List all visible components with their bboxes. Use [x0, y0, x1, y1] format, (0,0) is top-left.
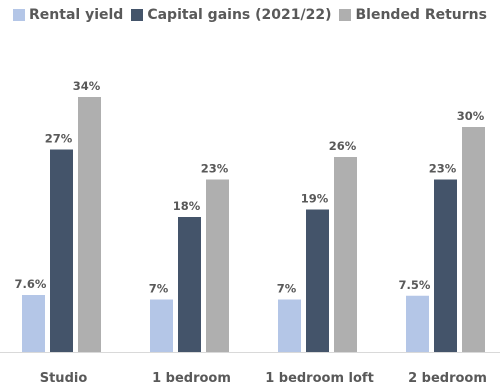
data-label-rental-yield-1-bedroom: 7% — [149, 282, 169, 296]
data-label-capital-gains-2021-22-1-bedroom: 18% — [173, 199, 201, 213]
bar-blended-returns-studio — [78, 97, 101, 352]
legend-label-capital-gains: Capital gains (2021/22) — [147, 7, 332, 23]
legend-swatch-blended-returns — [339, 9, 352, 21]
legend-swatch-rental-yield — [13, 9, 26, 21]
category-label-1-bedroom-loft: 1 bedroom loft — [265, 371, 374, 386]
data-label-rental-yield-2-bedroom: 7.5% — [399, 278, 431, 292]
chart-legend: Rental yield Capital gains (2021/22) Ble… — [0, 3, 500, 27]
bar-rental-yield-2-bedroom — [406, 295, 429, 352]
data-label-capital-gains-2021-22-2-bedroom: 23% — [429, 162, 457, 176]
bar-capital-gains-2021-22-1-bedroom-loft — [306, 209, 329, 352]
bar-blended-returns-1-bedroom — [206, 179, 229, 352]
data-label-rental-yield-1-bedroom-loft: 7% — [277, 282, 297, 296]
data-label-capital-gains-2021-22-1-bedroom-loft: 19% — [301, 192, 329, 206]
bar-blended-returns-1-bedroom-loft — [334, 157, 357, 352]
bar-blended-returns-2-bedroom — [462, 127, 485, 352]
data-label-blended-returns-2-bedroom: 30% — [457, 109, 485, 123]
bar-capital-gains-2021-22-1-bedroom — [178, 217, 201, 352]
bar-rental-yield-1-bedroom — [150, 299, 173, 352]
legend-item-capital-gains: Capital gains (2021/22) — [131, 7, 331, 23]
bar-capital-gains-2021-22-studio — [50, 149, 73, 352]
data-label-blended-returns-1-bedroom: 23% — [201, 162, 229, 176]
bar-capital-gains-2021-22-2-bedroom — [434, 179, 457, 352]
legend-swatch-capital-gains — [131, 9, 144, 21]
data-label-capital-gains-2021-22-studio: 27% — [45, 132, 73, 146]
legend-label-rental-yield: Rental yield — [29, 7, 124, 23]
data-label-blended-returns-1-bedroom-loft: 26% — [329, 139, 357, 153]
data-label-rental-yield-studio: 7.6% — [15, 277, 47, 291]
data-label-blended-returns-studio: 34% — [73, 79, 101, 93]
bar-rental-yield-studio — [22, 295, 45, 352]
category-label-studio: Studio — [40, 371, 88, 386]
legend-item-blended-returns: Blended Returns — [339, 7, 487, 23]
legend-label-blended-returns: Blended Returns — [355, 7, 487, 23]
bar-rental-yield-1-bedroom-loft — [278, 299, 301, 352]
category-label-2-bedroom: 2 bedroom — [408, 371, 487, 386]
category-label-1-bedroom: 1 bedroom — [152, 371, 231, 386]
legend-item-rental-yield: Rental yield — [13, 7, 123, 23]
